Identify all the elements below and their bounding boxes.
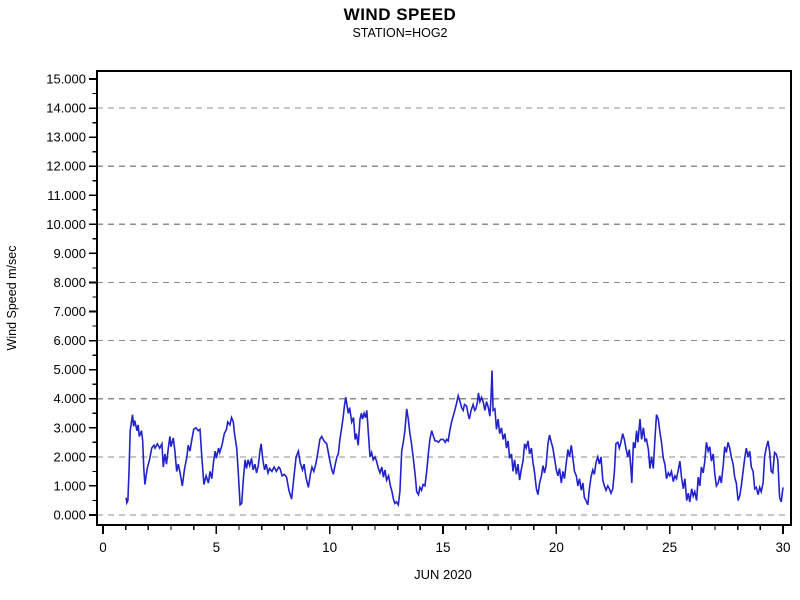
chart-title: WIND SPEED [343, 5, 457, 24]
y-tick-label: 2.000 [53, 449, 86, 464]
wind-speed-line [125, 370, 784, 508]
y-tick-label: 13.000 [46, 130, 86, 145]
y-tick-label: 1.000 [53, 478, 86, 493]
y-tick-label: 10.000 [46, 217, 86, 232]
y-tick-label: 12.000 [46, 159, 86, 174]
y-tick-label: 0.000 [53, 508, 86, 523]
data-series [125, 370, 784, 508]
plot-border [96, 70, 792, 526]
y-tick-label: 5.000 [53, 362, 86, 377]
y-tick-label: 15.000 [46, 72, 86, 87]
chart-subtitle: STATION=HOG2 [352, 26, 448, 40]
x-tick-label: 10 [322, 540, 337, 555]
tick-labels: 0.000 1.000 2.000 3.000 4.000 5.000 6.000 7.000… [46, 72, 790, 556]
y-tick-label: 14.000 [46, 101, 86, 116]
x-tick-label: 5 [213, 540, 221, 555]
y-tick-label: 11.000 [47, 188, 86, 203]
x-tick-label: 30 [775, 540, 790, 555]
gridlines [97, 107, 791, 516]
y-tick-label: 6.000 [53, 333, 86, 348]
y-tick-label: 4.000 [53, 391, 86, 406]
y-tick-label: 3.000 [53, 420, 86, 435]
x-tick-label: 0 [99, 540, 107, 555]
y-tick-label: 7.000 [53, 304, 86, 319]
y-tick-label: 8.000 [53, 275, 86, 290]
y-axis-title: Wind Speed m/sec [5, 246, 19, 351]
x-tick-label: 20 [549, 540, 564, 555]
y-tick-label: 9.000 [53, 246, 86, 261]
x-tick-label: 25 [662, 540, 677, 555]
x-axis-title: JUN 2020 [414, 567, 472, 582]
x-tick-label: 15 [435, 540, 450, 555]
